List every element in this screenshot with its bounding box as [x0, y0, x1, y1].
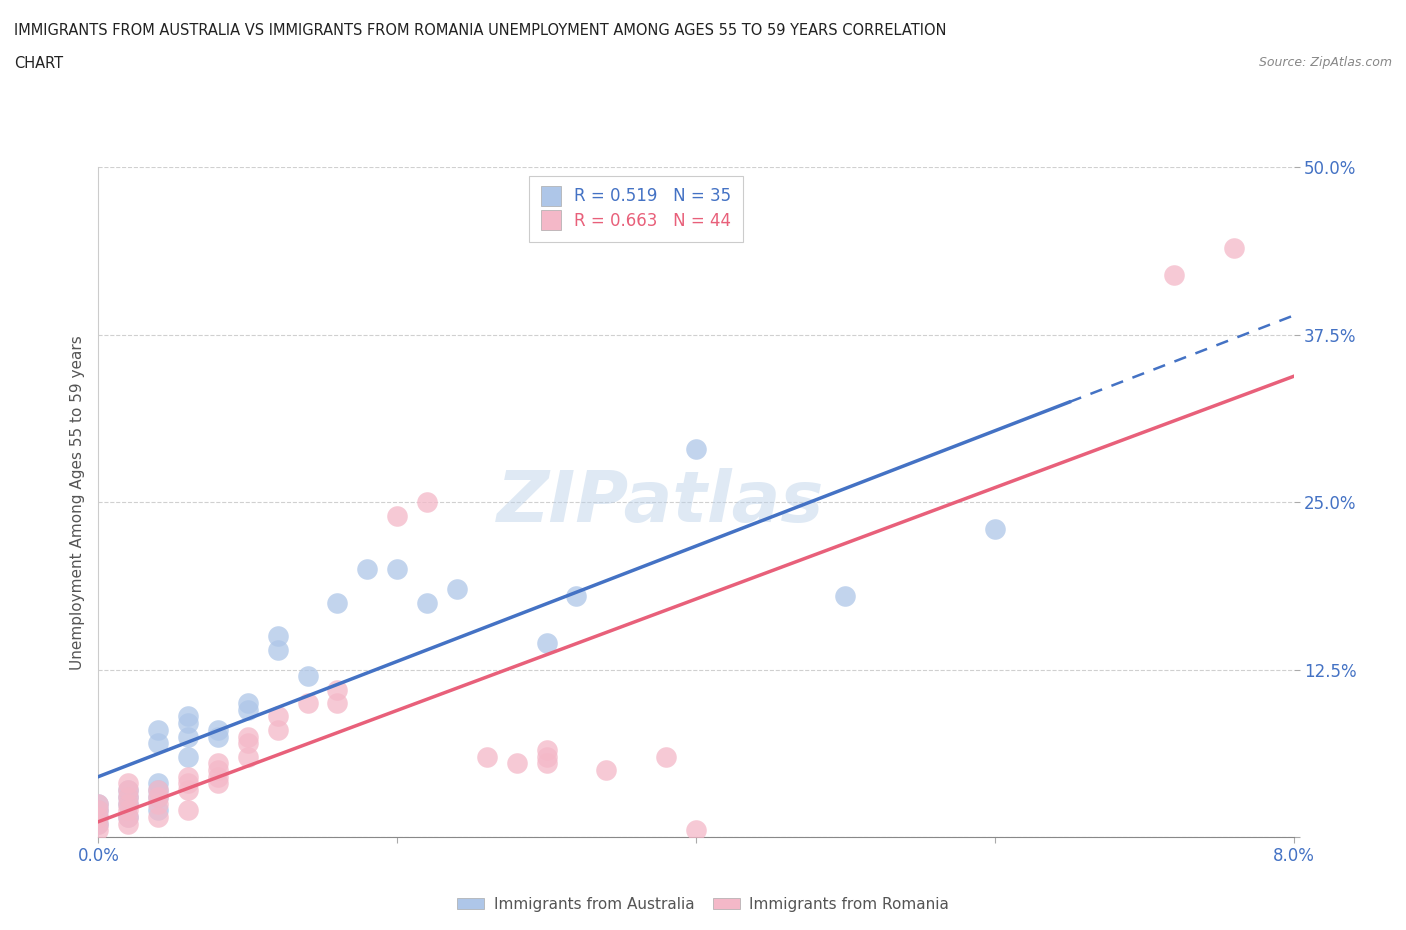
Point — [87, 817, 110, 831]
Point — [148, 783, 170, 798]
Point — [506, 756, 529, 771]
Point — [87, 809, 110, 824]
Point — [207, 729, 229, 744]
Point — [117, 809, 139, 824]
Point — [148, 803, 170, 817]
Point — [87, 796, 110, 811]
Point — [356, 562, 378, 577]
Point — [267, 723, 290, 737]
Point — [87, 823, 110, 838]
Point — [87, 803, 110, 817]
Legend: R = 0.519   N = 35, R = 0.663   N = 44: R = 0.519 N = 35, R = 0.663 N = 44 — [529, 176, 744, 242]
Point — [148, 736, 170, 751]
Point — [685, 823, 707, 838]
Legend: Immigrants from Australia, Immigrants from Romania: Immigrants from Australia, Immigrants fr… — [451, 891, 955, 918]
Point — [117, 796, 139, 811]
Point — [207, 756, 229, 771]
Text: Source: ZipAtlas.com: Source: ZipAtlas.com — [1258, 56, 1392, 69]
Point — [207, 763, 229, 777]
Point — [385, 562, 409, 577]
Point — [148, 723, 170, 737]
Point — [177, 783, 200, 798]
Point — [236, 750, 259, 764]
Text: IMMIGRANTS FROM AUSTRALIA VS IMMIGRANTS FROM ROMANIA UNEMPLOYMENT AMONG AGES 55 : IMMIGRANTS FROM AUSTRALIA VS IMMIGRANTS … — [14, 23, 946, 38]
Point — [267, 709, 290, 724]
Point — [177, 716, 200, 731]
Point — [385, 508, 409, 523]
Point — [177, 750, 200, 764]
Point — [87, 803, 110, 817]
Point — [1222, 240, 1246, 255]
Point — [536, 742, 558, 757]
Point — [475, 750, 498, 764]
Point — [834, 589, 856, 604]
Point — [297, 669, 319, 684]
Point — [117, 817, 139, 831]
Point — [117, 796, 139, 811]
Text: CHART: CHART — [14, 56, 63, 71]
Point — [148, 776, 170, 790]
Point — [177, 729, 200, 744]
Point — [236, 729, 259, 744]
Point — [536, 756, 558, 771]
Point — [87, 817, 110, 831]
Point — [1163, 267, 1185, 282]
Y-axis label: Unemployment Among Ages 55 to 59 years: Unemployment Among Ages 55 to 59 years — [69, 335, 84, 670]
Point — [148, 790, 170, 804]
Point — [326, 683, 349, 698]
Point — [326, 595, 349, 610]
Point — [177, 803, 200, 817]
Point — [117, 776, 139, 790]
Point — [236, 702, 259, 717]
Point — [685, 441, 707, 456]
Point — [177, 769, 200, 784]
Point — [148, 796, 170, 811]
Point — [267, 642, 290, 657]
Point — [655, 750, 678, 764]
Point — [117, 803, 139, 817]
Point — [416, 595, 439, 610]
Point — [236, 696, 259, 711]
Point — [117, 783, 139, 798]
Point — [148, 783, 170, 798]
Point — [117, 790, 139, 804]
Point — [117, 783, 139, 798]
Point — [536, 635, 558, 650]
Point — [565, 589, 588, 604]
Point — [207, 769, 229, 784]
Point — [148, 809, 170, 824]
Point — [326, 696, 349, 711]
Point — [446, 582, 468, 597]
Point — [236, 736, 259, 751]
Point — [536, 750, 558, 764]
Point — [595, 763, 617, 777]
Point — [177, 709, 200, 724]
Point — [87, 796, 110, 811]
Text: ZIPatlas: ZIPatlas — [496, 468, 824, 537]
Point — [207, 723, 229, 737]
Point — [297, 696, 319, 711]
Point — [117, 790, 139, 804]
Point — [87, 809, 110, 824]
Point — [148, 790, 170, 804]
Point — [207, 776, 229, 790]
Point — [416, 495, 439, 510]
Point — [267, 629, 290, 644]
Point — [177, 776, 200, 790]
Point — [983, 522, 1005, 537]
Point — [117, 809, 139, 824]
